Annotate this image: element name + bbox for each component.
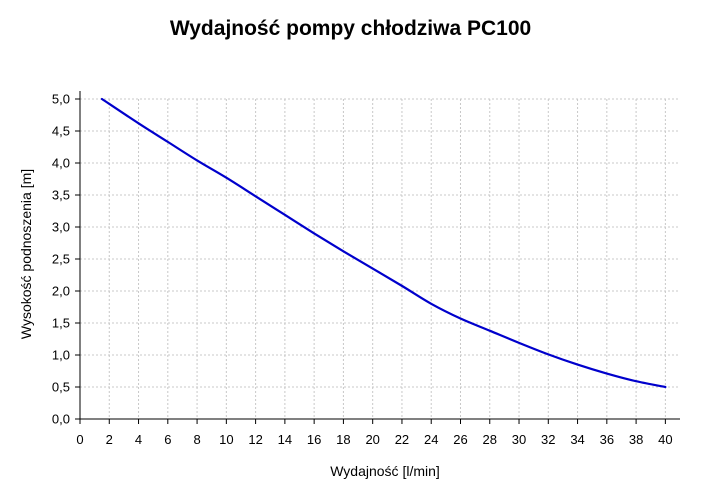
x-tick-label: 4 [135, 432, 142, 447]
x-tick-label: 20 [365, 432, 379, 447]
x-tick-label: 40 [658, 432, 672, 447]
x-tick-label: 10 [219, 432, 233, 447]
y-axis-ticks: 0,0 0,5 1,0 1,5 2,0 2,5 3,0 3,5 4,0 4,5 5,0 [52, 92, 80, 427]
y-tick-label: 1,5 [52, 316, 70, 331]
x-tick-label: 28 [483, 432, 497, 447]
x-tick-label: 6 [164, 432, 171, 447]
x-tick-label: 14 [278, 432, 292, 447]
series [100, 97, 667, 389]
y-tick-label: 1,0 [52, 348, 70, 363]
y-tick-label: 4,0 [52, 156, 70, 171]
series-line [100, 97, 667, 389]
y-tick-label: 3,5 [52, 188, 70, 203]
x-tick-label: 26 [453, 432, 467, 447]
y-tick-label: 0,5 [52, 380, 70, 395]
x-tick-label: 16 [307, 432, 321, 447]
x-tick-label: 38 [629, 432, 643, 447]
x-axis-label: Wydajność [l/min] [330, 463, 440, 479]
y-tick-label: 2,5 [52, 252, 70, 267]
y-axis-label: Wysokość podnoszenia [m] [18, 169, 34, 339]
y-tick-label: 3,0 [52, 220, 70, 235]
x-tick-label: 2 [106, 432, 113, 447]
y-tick-label: 0,0 [52, 412, 70, 427]
y-tick-label: 4,5 [52, 124, 70, 139]
y-tick-label: 2,0 [52, 284, 70, 299]
x-tick-label: 0 [76, 432, 83, 447]
axes [75, 91, 680, 424]
x-tick-label: 24 [424, 432, 438, 447]
y-tick-label: 5,0 [52, 92, 70, 107]
x-axis-ticks: 0 2 4 6 8 10 12 14 16 18 20 22 24 26 28 30 32 34 36 38 40 [76, 419, 673, 447]
chart-title: Wydajność pompy chłodziwa PC100 [169, 17, 532, 40]
x-tick-label: 22 [395, 432, 409, 447]
x-tick-label: 12 [248, 432, 262, 447]
x-tick-label: 34 [570, 432, 584, 447]
x-tick-label: 18 [336, 432, 350, 447]
x-tick-label: 36 [600, 432, 614, 447]
grid [80, 98, 680, 419]
x-tick-label: 8 [193, 432, 200, 447]
x-tick-label: 32 [541, 432, 555, 447]
x-tick-label: 30 [512, 432, 526, 447]
